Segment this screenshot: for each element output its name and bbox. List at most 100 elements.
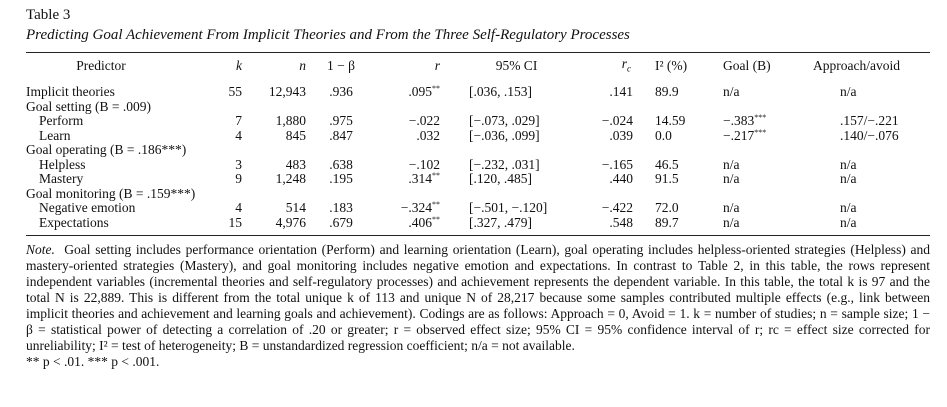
n-cell: 1,880 (275, 113, 306, 128)
table-row: Mastery 9 1,248 .195 .314** [.120, .485] .440 9… (26, 171, 930, 187)
col-r: r (434, 58, 440, 74)
approach-cell: n/a (840, 84, 857, 99)
col-goal: Goal (B) (723, 58, 771, 74)
ci-cell: [.120, .485] (469, 171, 532, 186)
goal-cell: n/a (723, 214, 740, 230)
table-note: Note. Goal setting includes performance … (26, 242, 930, 354)
bottom-rule (26, 235, 930, 236)
rc-cell: −.165 (601, 156, 633, 172)
approach-cell: n/a (840, 171, 857, 186)
i2-cell: 89.9 (655, 84, 679, 99)
col-power: 1 − β (327, 58, 355, 74)
table-title: Predicting Goal Achievement From Implici… (26, 27, 630, 43)
col-n: n (299, 58, 306, 74)
r-cell: .314** (408, 171, 440, 186)
i2-cell: 46.5 (655, 156, 679, 172)
header-row: Predictor k n 1 − β r 95% CI rc I² (%) G… (26, 53, 930, 80)
r-cell: .406** (408, 214, 440, 230)
n-cell: 12,943 (268, 84, 306, 99)
k-cell: 9 (235, 171, 242, 186)
col-approach: Approach/avoid (813, 58, 900, 74)
power-cell: .195 (329, 171, 353, 186)
results-table: Predictor k n 1 − β r 95% CI rc I² (%) G… (26, 53, 930, 235)
group-header-row: Goal setting (B = .009) (26, 98, 930, 115)
ci-cell: [−.501, −.120] (469, 200, 548, 215)
goal-cell: n/a (723, 156, 740, 172)
power-cell: .679 (329, 214, 353, 230)
goal-cell: n/a (723, 200, 740, 215)
power-cell: .936 (329, 84, 353, 99)
approach-cell: n/a (840, 200, 857, 215)
goal-cell: n/a (723, 84, 740, 99)
predictor-cell: Helpless (39, 156, 86, 172)
table-row: Negative emotion 4 514 .183 −.324** [−.501, −… (26, 200, 930, 216)
r-cell: −.324** (400, 200, 440, 215)
predictor-cell: Perform (39, 113, 84, 128)
table-row: Learn 4 845 .847 .032 [−.036, .099] .039 0.0 −.2… (26, 127, 930, 144)
table-page: Table 3 Predicting Goal Achievement From… (26, 6, 930, 370)
ci-cell: [−.073, .029] (469, 113, 540, 128)
predictor-cell: Mastery (39, 171, 84, 186)
table-row: Implicit theories 55 12,943 .936 .095** [.036… (26, 80, 930, 100)
group-header-cell: Goal operating (B = .186***) (26, 142, 187, 157)
rc-cell: .548 (609, 214, 633, 230)
ci-cell: [−.232, .031] (469, 156, 540, 172)
power-cell: .847 (329, 127, 353, 143)
predictor-cell: Expectations (39, 214, 109, 230)
n-cell: 4,976 (275, 214, 306, 230)
group-header-row: Goal monitoring (B = .159***) (26, 185, 930, 202)
approach-cell: .140/−.076 (840, 127, 899, 143)
r-cell: −.102 (408, 156, 440, 172)
i2-cell: 89.7 (655, 214, 679, 230)
group-header-cell: Goal monitoring (B = .159***) (26, 185, 196, 201)
table-row: Perform 7 1,880 .975 −.022 [−.073, .029] −.024… (26, 113, 930, 129)
power-cell: .638 (329, 156, 353, 172)
k-cell: 7 (235, 113, 242, 128)
k-cell: 4 (235, 127, 242, 143)
note-text: Goal setting includes performance orient… (26, 242, 931, 353)
rc-cell: .141 (609, 84, 633, 99)
approach-cell: n/a (840, 214, 857, 230)
rc-cell: .039 (609, 127, 633, 143)
approach-cell: n/a (840, 156, 857, 172)
top-rule (26, 52, 930, 53)
rc-cell: −.422 (601, 200, 633, 215)
col-ci: 95% CI (495, 58, 538, 74)
predictor-cell: Implicit theories (26, 84, 115, 99)
predictor-cell: Negative emotion (39, 200, 136, 215)
col-k: k (236, 58, 242, 74)
k-cell: 3 (235, 156, 242, 172)
note-label: Note. (26, 242, 55, 257)
n-cell: 845 (285, 127, 306, 143)
n-cell: 1,248 (275, 171, 306, 186)
rc-cell: .440 (609, 171, 633, 186)
r-cell: −.022 (408, 113, 440, 128)
i2-cell: 14.59 (655, 113, 686, 128)
ci-cell: [−.036, .099] (469, 127, 540, 143)
n-cell: 514 (285, 200, 306, 215)
table-row: Helpless 3 483 .638 −.102 [−.232, .031] −.165 4… (26, 156, 930, 173)
significance-legend: ** p < .01. *** p < .001. (26, 354, 160, 369)
i2-cell: 91.5 (655, 171, 679, 186)
i2-cell: 0.0 (655, 127, 672, 143)
table-row: Expectations 15 4,976 .679 .406** [.327, .479… (26, 214, 930, 236)
group-header-cell: Goal setting (B = .009) (26, 98, 151, 114)
col-predictor: Predictor (76, 58, 126, 74)
power-cell: .183 (329, 200, 353, 215)
k-cell: 55 (228, 84, 243, 99)
group-header-row: Goal operating (B = .186***) (26, 142, 930, 158)
k-cell: 4 (235, 200, 242, 215)
approach-cell: .157/−.221 (840, 113, 899, 128)
power-cell: .975 (329, 113, 353, 128)
r-cell: .032 (416, 127, 440, 143)
i2-cell: 72.0 (655, 200, 679, 215)
table-body: Implicit theories 55 12,943 .936 .095** [.036… (26, 80, 930, 235)
col-rc: rc (621, 55, 631, 74)
goal-cell: −.217*** (723, 127, 767, 143)
k-cell: 15 (228, 214, 243, 230)
n-cell: 483 (285, 156, 306, 172)
col-i2: I² (%) (655, 58, 688, 74)
r-cell: .095** (408, 84, 440, 99)
rc-cell: −.024 (601, 113, 633, 128)
goal-cell: −.383*** (723, 113, 767, 128)
